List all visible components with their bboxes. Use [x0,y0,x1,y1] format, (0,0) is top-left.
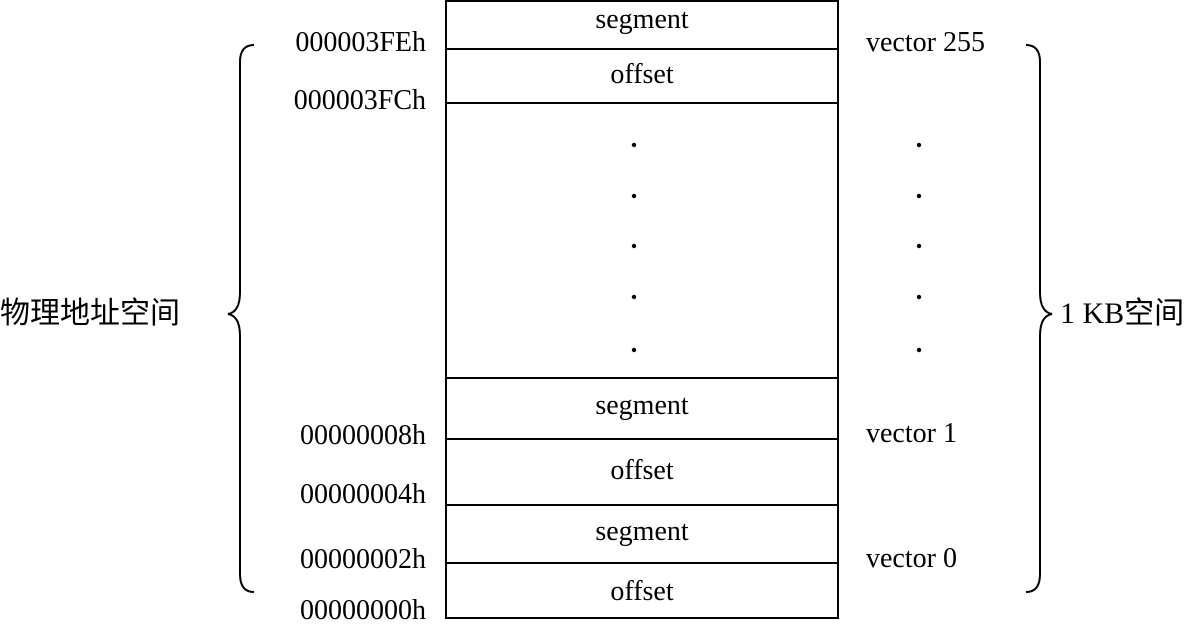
address-label: 00000000h [300,595,426,626]
ellipsis-dot [631,243,637,249]
cell-offset-1: offset [610,455,674,486]
address-label: 00000008h [300,420,426,451]
ellipsis-dot [631,347,637,353]
address-label: 000003FCh [293,85,426,116]
ellipsis-dot [631,142,637,148]
cell-segment-0: segment [595,516,689,547]
left-brace [227,44,255,593]
right-brace [1025,44,1053,593]
kb-space-label: 1 KB空间 [1060,297,1185,330]
cell-offset-0: offset [610,576,674,607]
vector-label: vector 255 [866,27,985,58]
ellipsis-dot [631,193,637,199]
ellipsis-dot [916,142,922,148]
ellipsis-dot [916,193,922,199]
vector-label: vector 1 [866,418,957,449]
ellipsis-dot [916,243,922,249]
vector-label: vector 0 [866,543,957,574]
ellipsis-dot [916,347,922,353]
physical-address-space-label: 物理地址空间 [0,297,180,330]
cell-offset-255: offset [610,59,674,90]
address-label: 00000004h [300,479,426,510]
ellipsis-dot [916,294,922,300]
address-label: 000003FEh [295,27,426,58]
table-border [445,0,839,619]
cell-segment-255: segment [595,4,689,35]
ellipsis-dot [631,294,637,300]
address-label: 00000002h [300,544,426,575]
cell-segment-1: segment [595,390,689,421]
